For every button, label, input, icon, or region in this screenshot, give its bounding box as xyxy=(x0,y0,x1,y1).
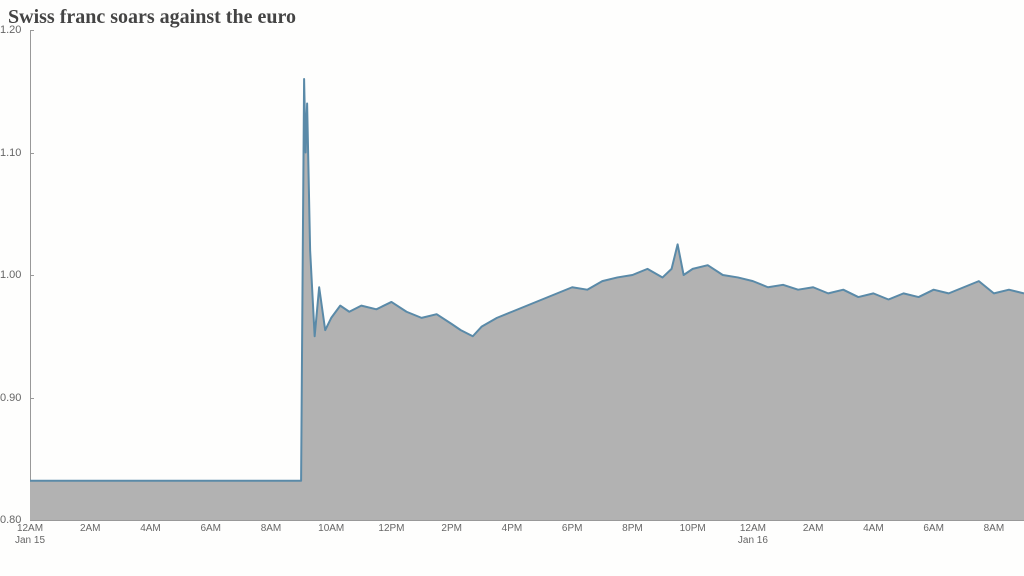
area-series xyxy=(0,30,1024,521)
x-tick-sublabel: Jan 16 xyxy=(738,535,768,546)
x-tick-label: 4PM xyxy=(502,523,523,534)
x-tick-label: 6AM xyxy=(200,523,221,534)
chart-title: Swiss franc soars against the euro xyxy=(8,6,296,29)
x-tick-label: 12AM xyxy=(17,523,43,534)
x-tick-label: 4AM xyxy=(863,523,884,534)
x-tick-label: 4AM xyxy=(140,523,161,534)
x-tick-label: 10PM xyxy=(680,523,706,534)
chart-container: 0.800.901.001.101.20 12AM2AM4AM6AM8AM10A… xyxy=(0,30,1024,546)
x-tick-label: 12AM xyxy=(740,523,766,534)
x-tick-label: 2PM xyxy=(441,523,462,534)
x-tick-label: 12PM xyxy=(378,523,404,534)
x-tick-label: 6AM xyxy=(923,523,944,534)
area-fill xyxy=(30,79,1024,520)
x-tick-sublabel: Jan 15 xyxy=(15,535,45,546)
x-tick-label: 10AM xyxy=(318,523,344,534)
x-tick-label: 8AM xyxy=(984,523,1005,534)
x-tick-label: 2AM xyxy=(80,523,101,534)
x-tick-label: 8AM xyxy=(261,523,282,534)
x-tick-label: 2AM xyxy=(803,523,824,534)
x-tick-label: 8PM xyxy=(622,523,643,534)
x-tick-label: 6PM xyxy=(562,523,583,534)
